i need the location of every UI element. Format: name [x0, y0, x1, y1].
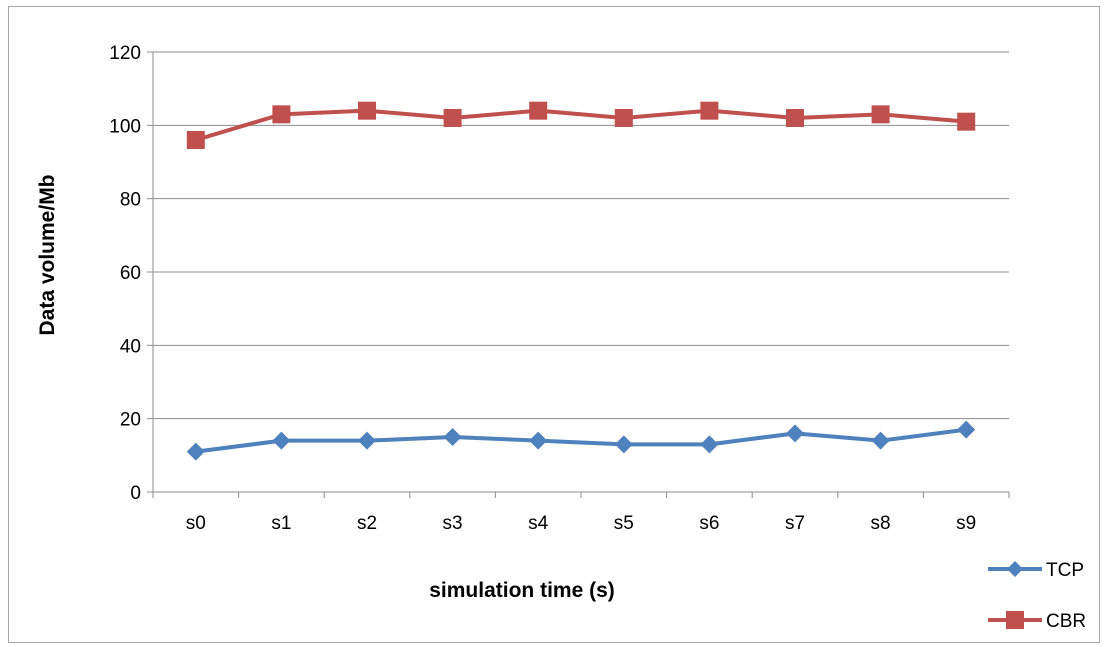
data-point-tcp	[614, 435, 633, 454]
series	[186, 101, 976, 461]
legend-marker-tcp	[1007, 561, 1023, 577]
data-point-tcp	[957, 420, 976, 439]
y-tick-label: 0	[130, 483, 141, 504]
x-tick-label: s3	[443, 513, 463, 534]
data-point-cbr	[186, 131, 205, 149]
data-point-tcp	[186, 442, 205, 461]
legend-item-cbr: CBR	[988, 611, 1086, 632]
x-tick-label: s9	[956, 513, 976, 534]
data-point-tcp	[358, 431, 376, 450]
data-point-tcp	[786, 424, 804, 443]
legend-label-cbr: CBR	[1046, 611, 1086, 632]
series-line-tcp	[195, 427, 967, 454]
y-tick-label: 60	[120, 263, 141, 284]
legend-item-tcp: TCP	[988, 560, 1084, 581]
data-point-tcp	[700, 435, 719, 454]
data-point-cbr	[272, 105, 291, 124]
x-tick-label: s7	[785, 513, 805, 534]
data-point-cbr	[358, 101, 376, 120]
data-point-tcp	[871, 431, 890, 450]
legend-marker-cbr	[1006, 611, 1024, 629]
data-point-cbr	[700, 101, 719, 120]
data-point-cbr	[957, 112, 976, 131]
data-point-tcp	[272, 431, 291, 450]
series-tcp	[186, 420, 976, 461]
data-point-tcp	[529, 431, 548, 450]
y-axis-title: Data volume/Mb	[36, 174, 59, 335]
data-point-cbr	[614, 109, 633, 127]
legend-label-tcp: TCP	[1046, 560, 1084, 581]
y-tick-label: 40	[120, 336, 141, 357]
series-cbr	[186, 101, 976, 149]
x-tick-label: s6	[699, 513, 719, 534]
data-point-cbr	[529, 101, 548, 120]
axes	[147, 51, 1010, 498]
y-tick-label: 120	[109, 43, 141, 64]
x-tick-label: s0	[186, 513, 206, 534]
data-point-cbr	[871, 105, 890, 124]
x-tick-label: s8	[871, 513, 891, 534]
data-point-cbr	[443, 109, 462, 127]
y-tick-label: 20	[120, 410, 141, 431]
x-tick-label: s2	[357, 513, 377, 534]
y-tick-label: 80	[120, 190, 141, 211]
y-tick-labels: 0 20 40 60 80 100 120	[109, 43, 141, 504]
x-tick-label: s5	[614, 513, 634, 534]
data-point-cbr	[786, 109, 804, 127]
x-tick-label: s4	[528, 513, 549, 534]
y-tick-label: 100	[109, 116, 141, 137]
gridlines	[153, 51, 1009, 420]
x-axis-title: simulation time (s)	[429, 579, 615, 602]
legend: TCP CBR	[988, 560, 1086, 632]
x-tick-labels: s0 s1 s2 s3 s4 s5 s6 s7 s8 s9	[186, 513, 976, 534]
x-tick-label: s1	[271, 513, 291, 534]
series-line-cbr	[195, 108, 967, 142]
data-point-tcp	[443, 428, 462, 446]
